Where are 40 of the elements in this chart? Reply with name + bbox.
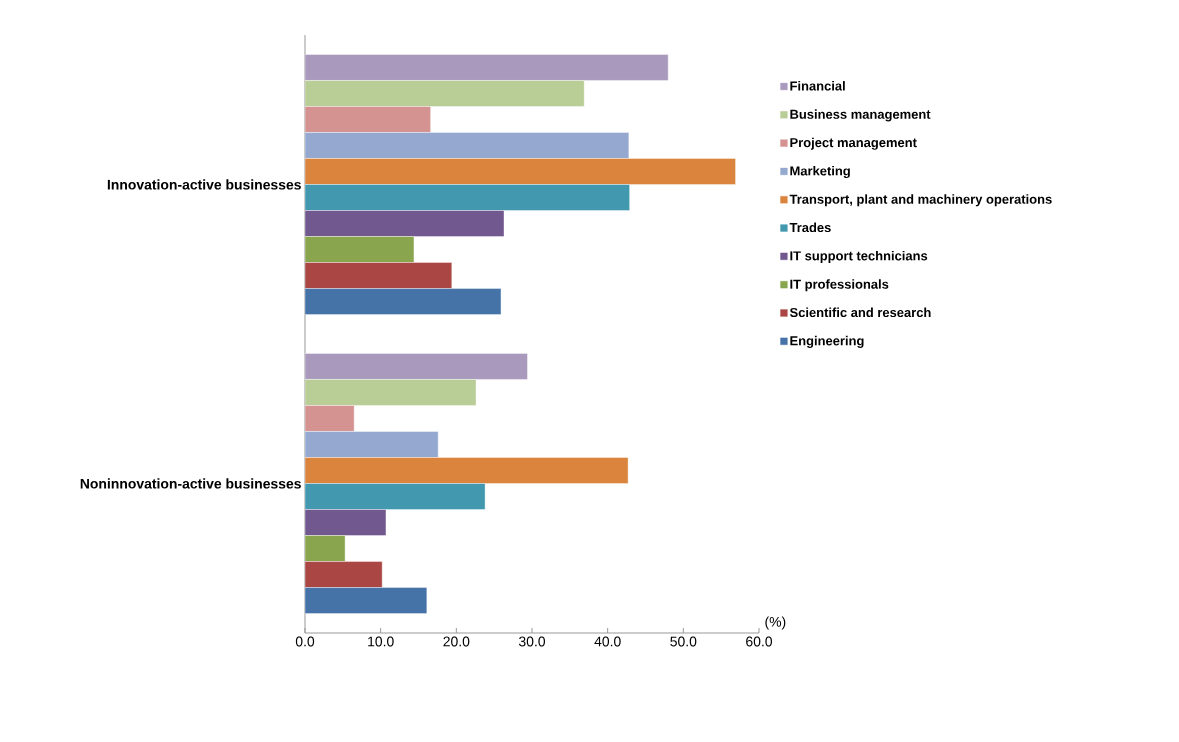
bar [305,54,669,81]
legend-label: Transport, plant and machinery operations [789,194,1052,207]
bar [305,405,355,432]
y-tick-label: Noninnovation-active businesses [80,478,301,489]
legend-label: Trades [789,222,831,233]
bar [305,132,630,159]
bar [305,184,630,211]
x-axis-title: (%) [765,616,786,630]
bar [305,210,505,237]
x-tick-label: 60.0 [746,636,773,647]
legend-label: Scientific and research [789,307,931,318]
bar [305,106,431,133]
bar [305,379,477,406]
bar [305,535,346,562]
bar [305,483,486,510]
bar [305,353,528,380]
legend-label: IT professionals [790,279,889,292]
x-tick-label: 40.0 [594,636,621,647]
bar [305,288,502,315]
bar [305,158,736,185]
x-tick-label: 30.0 [518,636,546,647]
bar [305,80,585,107]
bar [305,262,452,289]
legend-label: Financial [790,81,845,91]
legend-label: IT support technicians [790,250,928,263]
legend-label: Project management [790,137,917,150]
x-tick-label: 50.0 [670,636,697,647]
bar [305,431,439,458]
legend-label: Marketing [790,165,850,179]
legend-label: Business management [790,109,931,122]
x-tick-label: 0.0 [295,636,315,647]
legend-label: Engineering [790,335,864,348]
y-tick-label: Innovation-active businesses [107,179,301,190]
bar [305,457,629,484]
bar [305,587,428,614]
bar [305,509,387,536]
x-tick-label: 20.0 [443,636,470,647]
bar [305,236,415,263]
bar [305,561,383,588]
x-tick-label: 10.0 [368,636,394,647]
